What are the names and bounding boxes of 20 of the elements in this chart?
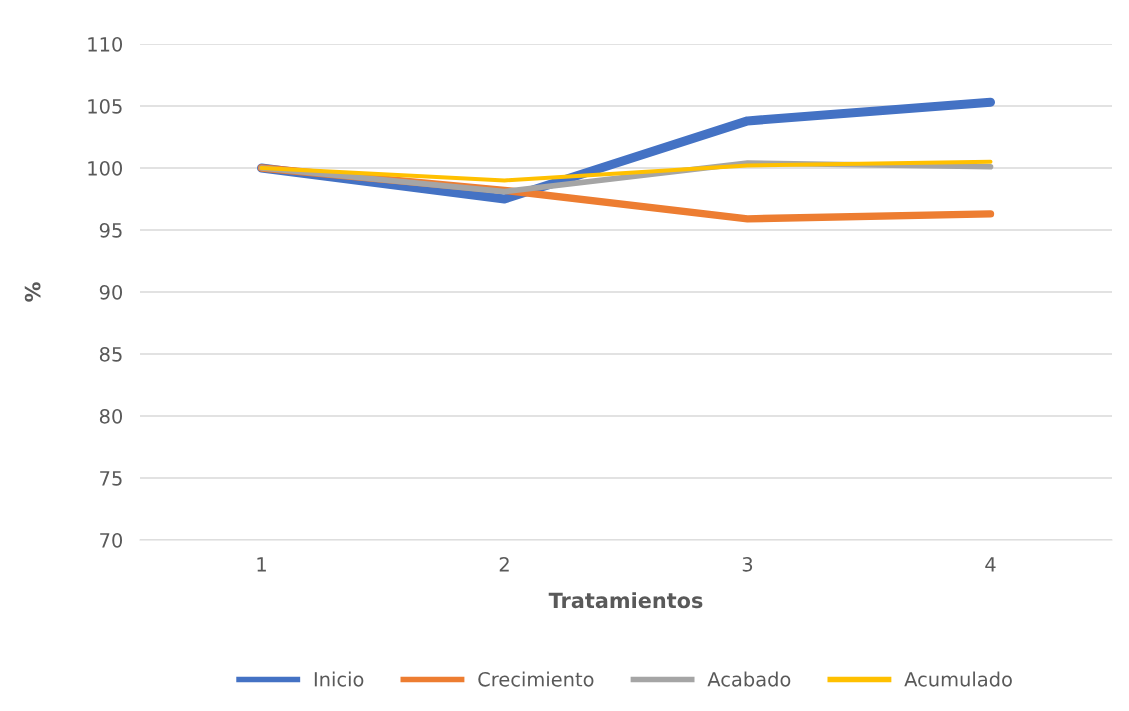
- y-tick-label: 70: [100, 532, 123, 548]
- y-tick-label: 110: [88, 36, 123, 52]
- y-tick-label: 75: [100, 471, 122, 486]
- y-axis-title: %: [24, 282, 41, 302]
- legend-label: Inicio: [314, 671, 364, 687]
- x-axis-title: Tratamientos: [548, 592, 703, 609]
- y-tick-label: 90: [99, 284, 123, 300]
- line-series: [259, 159, 993, 183]
- legend-label: Acabado: [707, 671, 791, 687]
- legend-label: Crecimiento: [478, 671, 594, 687]
- y-tick-label: 85: [99, 346, 122, 362]
- y-tick-label: 105: [88, 98, 122, 114]
- y-tick-label: 100: [88, 160, 123, 176]
- legend-label: Acumulado: [904, 671, 1012, 687]
- x-tick-label: 2: [499, 557, 509, 572]
- x-tick-label: 3: [742, 557, 753, 572]
- x-tick-label: 1: [257, 557, 266, 572]
- y-tick-label: 80: [99, 408, 123, 424]
- y-tick-label: 95: [99, 222, 122, 238]
- x-tick-label: 4: [985, 557, 996, 572]
